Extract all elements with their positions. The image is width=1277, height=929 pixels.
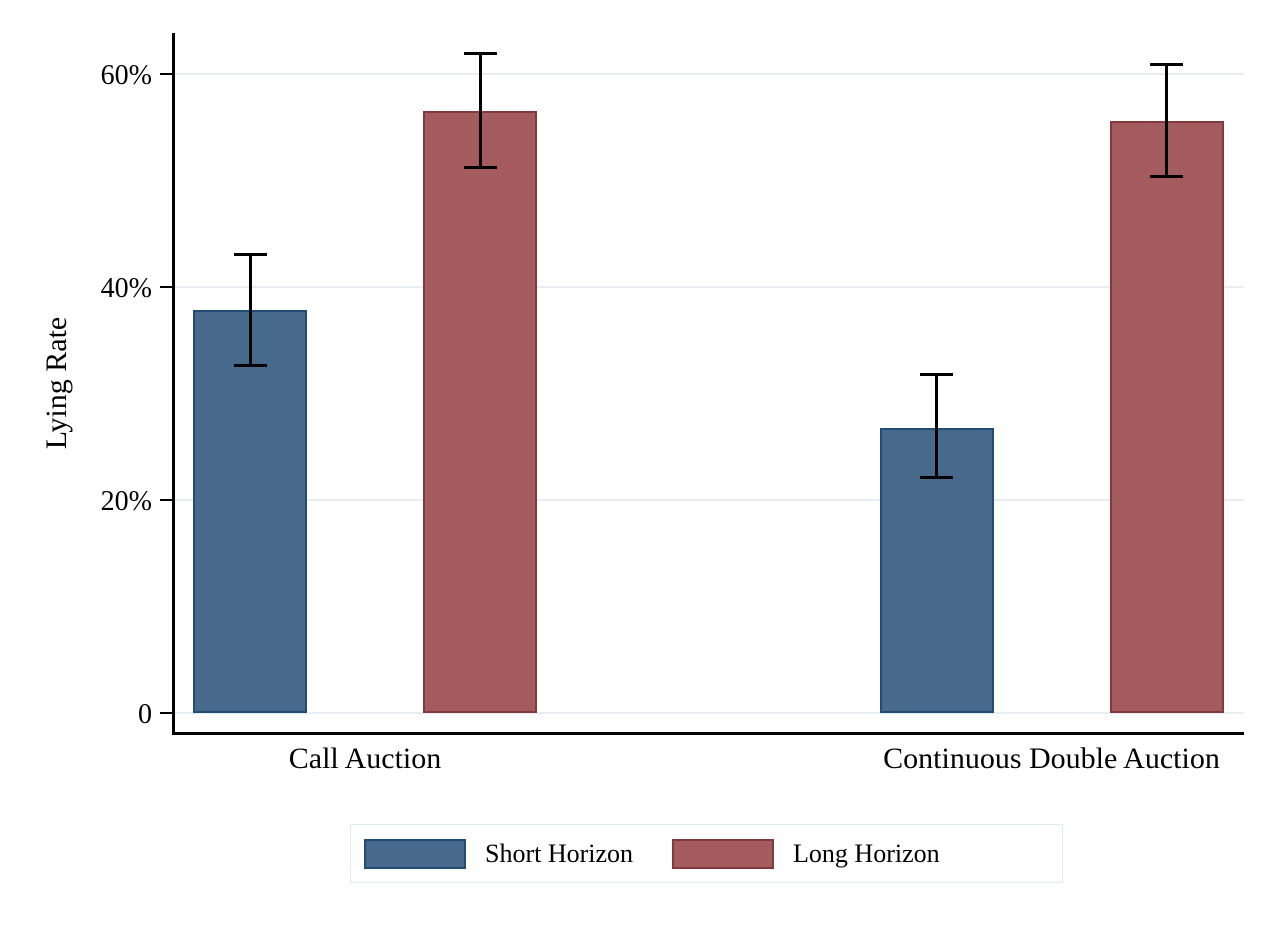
bar-call-auction-long-horizon [423, 111, 537, 713]
error-bar-cap-bottom-continuous-double-auction-short-horizon [920, 475, 953, 479]
x-category-label-call-auction: Call Auction [288, 742, 442, 775]
bar-call-auction-short-horizon [193, 310, 307, 713]
error-bar-cap-top-call-auction-short-horizon [233, 252, 267, 256]
y-tick-label-0: 0 [138, 699, 152, 730]
y-tick-label-20-: 20% [100, 486, 152, 517]
legend-item-long-horizon: Long Horizon [672, 838, 940, 869]
error-bar-cap-top-continuous-double-auction-long-horizon [1150, 63, 1183, 67]
gridline-20- [175, 499, 1244, 501]
error-bar-line-continuous-double-auction-short-horizon [935, 373, 938, 479]
legend-swatch-short-horizon [364, 838, 466, 869]
gridline-60- [175, 73, 1244, 75]
bar-continuous-double-auction-long-horizon [1109, 120, 1224, 713]
error-bar-line-continuous-double-auction-long-horizon [1165, 63, 1168, 179]
y-tick-0 [160, 712, 173, 714]
x-axis-line [172, 732, 1244, 735]
gridline-40- [175, 286, 1244, 288]
y-axis-title: Lying Rate [40, 316, 73, 450]
y-tick-40- [160, 286, 173, 288]
legend-swatch-long-horizon [672, 838, 775, 869]
error-bar-cap-top-continuous-double-auction-short-horizon [920, 373, 953, 377]
y-tick-20- [160, 499, 173, 501]
legend-label-long-horizon: Long Horizon [793, 838, 940, 868]
gridline-0 [175, 712, 1244, 714]
y-axis-line [172, 33, 175, 735]
legend-label-short-horizon: Short Horizon [485, 838, 634, 868]
y-tick-label-40-: 40% [100, 273, 152, 304]
error-bar-cap-bottom-continuous-double-auction-long-horizon [1150, 175, 1183, 179]
y-tick-60- [160, 73, 173, 75]
error-bar-line-call-auction-short-horizon [248, 252, 252, 367]
error-bar-cap-bottom-call-auction-short-horizon [233, 363, 267, 367]
error-bar-cap-top-call-auction-long-horizon [463, 51, 497, 55]
y-tick-label-60-: 60% [100, 60, 152, 91]
error-bar-cap-bottom-call-auction-long-horizon [463, 165, 497, 169]
legend-item-short-horizon: Short Horizon [364, 838, 634, 869]
error-bar-line-call-auction-long-horizon [478, 51, 482, 169]
x-category-label-continuous-double-auction: Continuous Double Auction [883, 742, 1220, 775]
legend: Short Horizon Long Horizon [350, 824, 1063, 883]
